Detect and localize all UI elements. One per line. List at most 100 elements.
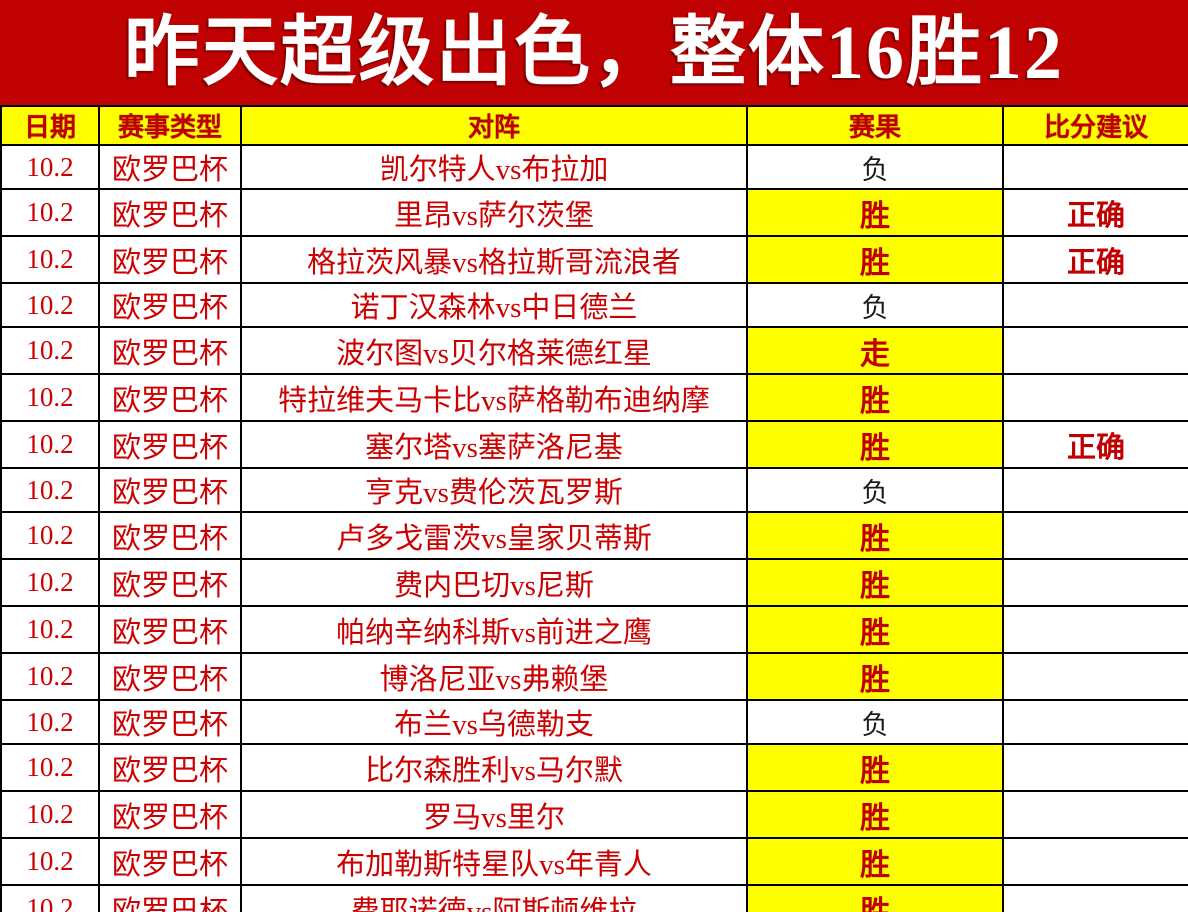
suggestion-cell xyxy=(1002,144,1188,190)
date-cell: 10.2 xyxy=(0,743,100,792)
banner: 昨天超级出色，整体16胜12 xyxy=(0,0,1188,105)
table-row: 10.2 欧罗巴杯 诺丁汉森林vs中日德兰负 xyxy=(0,282,1188,328)
match-cell: 布加勒斯特星队vs年青人 xyxy=(240,837,748,886)
table-row: 10.2 欧罗巴杯 罗马vs里尔胜 xyxy=(0,790,1188,839)
date-cell: 10.2 xyxy=(0,558,100,607)
result-cell: 胜 xyxy=(746,558,1004,607)
suggestion-cell xyxy=(1002,605,1188,654)
header-league: 赛事类型 xyxy=(98,105,242,146)
match-cell: 亨克vs费伦茨瓦罗斯 xyxy=(240,467,748,513)
match-cell: 费耶诺德vs阿斯顿维拉 xyxy=(240,884,748,912)
suggestion-cell xyxy=(1002,326,1188,375)
date-cell: 10.2 xyxy=(0,188,100,237)
league-cell: 欧罗巴杯 xyxy=(98,235,242,284)
league-cell: 欧罗巴杯 xyxy=(98,144,242,190)
table-row: 10.2 欧罗巴杯 布加勒斯特星队vs年青人胜 xyxy=(0,837,1188,886)
suggestion-cell xyxy=(1002,652,1188,701)
table-row: 10.2 欧罗巴杯 塞尔塔vs塞萨洛尼基胜正确 xyxy=(0,420,1188,469)
table-row: 10.2 欧罗巴杯 博洛尼亚vs弗赖堡胜 xyxy=(0,652,1188,701)
suggestion-cell xyxy=(1002,837,1188,886)
result-cell: 胜 xyxy=(746,188,1004,237)
suggestion-cell xyxy=(1002,743,1188,792)
match-cell: 塞尔塔vs塞萨洛尼基 xyxy=(240,420,748,469)
match-cell: 凯尔特人vs布拉加 xyxy=(240,144,748,190)
league-cell: 欧罗巴杯 xyxy=(98,373,242,422)
league-cell: 欧罗巴杯 xyxy=(98,699,242,745)
date-cell: 10.2 xyxy=(0,790,100,839)
date-cell: 10.2 xyxy=(0,511,100,560)
table-row: 10.2 欧罗巴杯 帕纳辛纳科斯vs前进之鹰胜 xyxy=(0,605,1188,654)
suggestion-cell xyxy=(1002,511,1188,560)
suggestion-cell: 正确 xyxy=(1002,420,1188,469)
match-cell: 里昂vs萨尔茨堡 xyxy=(240,188,748,237)
match-cell: 特拉维夫马卡比vs萨格勒布迪纳摩 xyxy=(240,373,748,422)
header-suggestion: 比分建议 xyxy=(1002,105,1188,146)
league-cell: 欧罗巴杯 xyxy=(98,884,242,912)
date-cell: 10.2 xyxy=(0,373,100,422)
table-row: 10.2 欧罗巴杯 卢多戈雷茨vs皇家贝蒂斯胜 xyxy=(0,511,1188,560)
table-row: 10.2 欧罗巴杯 布兰vs乌德勒支负 xyxy=(0,699,1188,745)
match-cell: 博洛尼亚vs弗赖堡 xyxy=(240,652,748,701)
suggestion-cell xyxy=(1002,467,1188,513)
date-cell: 10.2 xyxy=(0,235,100,284)
date-cell: 10.2 xyxy=(0,884,100,912)
result-cell: 负 xyxy=(746,699,1004,745)
date-cell: 10.2 xyxy=(0,420,100,469)
table-row: 10.2 欧罗巴杯 凯尔特人vs布拉加负 xyxy=(0,144,1188,190)
suggestion-cell: 正确 xyxy=(1002,188,1188,237)
result-cell: 胜 xyxy=(746,790,1004,839)
result-cell: 负 xyxy=(746,467,1004,513)
table-row: 10.2 欧罗巴杯 格拉茨风暴vs格拉斯哥流浪者胜正确 xyxy=(0,235,1188,284)
match-cell: 格拉茨风暴vs格拉斯哥流浪者 xyxy=(240,235,748,284)
banner-title: 昨天超级出色，整体16胜12 xyxy=(124,10,1064,95)
date-cell: 10.2 xyxy=(0,144,100,190)
league-cell: 欧罗巴杯 xyxy=(98,467,242,513)
league-cell: 欧罗巴杯 xyxy=(98,652,242,701)
suggestion-cell xyxy=(1002,884,1188,912)
header-date: 日期 xyxy=(0,105,100,146)
result-cell: 胜 xyxy=(746,511,1004,560)
result-cell: 胜 xyxy=(746,837,1004,886)
league-cell: 欧罗巴杯 xyxy=(98,790,242,839)
result-cell: 胜 xyxy=(746,652,1004,701)
match-cell: 波尔图vs贝尔格莱德红星 xyxy=(240,326,748,375)
date-cell: 10.2 xyxy=(0,699,100,745)
match-cell: 诺丁汉森林vs中日德兰 xyxy=(240,282,748,328)
date-cell: 10.2 xyxy=(0,837,100,886)
league-cell: 欧罗巴杯 xyxy=(98,605,242,654)
suggestion-cell xyxy=(1002,558,1188,607)
table-row: 10.2 欧罗巴杯 波尔图vs贝尔格莱德红星走 xyxy=(0,326,1188,375)
result-cell: 负 xyxy=(746,144,1004,190)
league-cell: 欧罗巴杯 xyxy=(98,326,242,375)
result-cell: 胜 xyxy=(746,605,1004,654)
match-cell: 布兰vs乌德勒支 xyxy=(240,699,748,745)
result-cell: 胜 xyxy=(746,373,1004,422)
match-cell: 罗马vs里尔 xyxy=(240,790,748,839)
result-cell: 负 xyxy=(746,282,1004,328)
table-row: 10.2 欧罗巴杯 亨克vs费伦茨瓦罗斯负 xyxy=(0,467,1188,513)
table-header-row: 日期 赛事类型 对阵 赛果 比分建议 xyxy=(0,105,1188,146)
league-cell: 欧罗巴杯 xyxy=(98,837,242,886)
result-cell: 走 xyxy=(746,326,1004,375)
result-cell: 胜 xyxy=(746,743,1004,792)
table-row: 10.2 欧罗巴杯 费耶诺德vs阿斯顿维拉胜 xyxy=(0,884,1188,912)
table-row: 10.2 欧罗巴杯 比尔森胜利vs马尔默胜 xyxy=(0,743,1188,792)
date-cell: 10.2 xyxy=(0,467,100,513)
suggestion-cell xyxy=(1002,790,1188,839)
suggestion-cell: 正确 xyxy=(1002,235,1188,284)
league-cell: 欧罗巴杯 xyxy=(98,743,242,792)
header-result: 赛果 xyxy=(746,105,1004,146)
match-cell: 帕纳辛纳科斯vs前进之鹰 xyxy=(240,605,748,654)
table-row: 10.2 欧罗巴杯 特拉维夫马卡比vs萨格勒布迪纳摩胜 xyxy=(0,373,1188,422)
results-table: 日期 赛事类型 对阵 赛果 比分建议 10.2 欧罗巴杯 凯尔特人vs布拉加负 10.… xyxy=(0,105,1188,912)
date-cell: 10.2 xyxy=(0,282,100,328)
league-cell: 欧罗巴杯 xyxy=(98,511,242,560)
match-cell: 卢多戈雷茨vs皇家贝蒂斯 xyxy=(240,511,748,560)
suggestion-cell xyxy=(1002,373,1188,422)
table-row: 10.2 欧罗巴杯 费内巴切vs尼斯胜 xyxy=(0,558,1188,607)
result-cell: 胜 xyxy=(746,235,1004,284)
result-cell: 胜 xyxy=(746,884,1004,912)
date-cell: 10.2 xyxy=(0,652,100,701)
match-cell: 比尔森胜利vs马尔默 xyxy=(240,743,748,792)
